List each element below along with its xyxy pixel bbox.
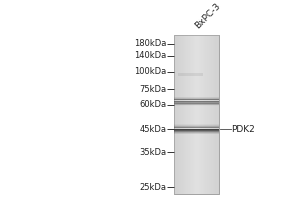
Bar [182,35,183,194]
Bar [174,102,219,103]
Bar [212,35,213,194]
Bar [183,35,184,194]
Bar [202,35,203,194]
Bar [213,35,214,194]
Text: 140kDa: 140kDa [134,51,166,60]
Bar [190,35,191,194]
Bar [201,35,202,194]
Text: 60kDa: 60kDa [139,100,167,109]
Bar [174,98,219,99]
Bar [174,125,219,126]
Bar [174,105,219,106]
Bar [194,35,195,194]
Bar [174,101,219,102]
Text: PDK2: PDK2 [231,125,254,134]
Text: 100kDa: 100kDa [134,67,166,76]
Bar [174,35,219,194]
Bar [216,35,217,194]
Bar [199,35,200,194]
Bar [195,35,196,194]
Bar [174,35,219,194]
Bar [192,35,193,194]
Bar [174,102,219,103]
Bar [218,35,219,194]
Bar [174,127,219,128]
Bar [174,130,219,131]
Bar [176,35,177,194]
Bar [174,99,219,100]
Bar [174,132,219,133]
Bar [174,97,219,98]
Bar [174,101,219,102]
Bar [178,73,203,76]
Bar [174,124,219,125]
Bar [174,129,219,130]
Bar [204,35,205,194]
Bar [179,35,181,194]
Bar [206,35,208,194]
Bar [200,35,201,194]
Bar [174,131,219,132]
Bar [174,126,219,127]
Bar [188,35,190,194]
Text: 180kDa: 180kDa [134,39,166,48]
Bar [197,35,199,194]
Bar [186,35,187,194]
Text: 45kDa: 45kDa [140,125,166,134]
Bar [174,103,219,104]
Bar [205,35,206,194]
Bar [208,35,210,194]
Bar [174,104,219,105]
Bar [193,35,194,194]
Bar [187,35,188,194]
Bar [196,35,197,194]
Bar [174,103,219,104]
Bar [210,35,211,194]
Bar [175,35,176,194]
Text: 35kDa: 35kDa [139,148,167,157]
Bar [184,35,185,194]
Bar [181,35,182,194]
Bar [177,35,178,194]
Bar [174,35,175,194]
Bar [214,35,215,194]
Bar [185,35,186,194]
Bar [174,133,219,134]
Bar [211,35,212,194]
Bar [215,35,216,194]
Bar [191,35,192,194]
Bar [203,35,204,194]
Text: BxPC-3: BxPC-3 [193,1,222,31]
Text: 75kDa: 75kDa [139,85,167,94]
Bar [178,35,179,194]
Text: 25kDa: 25kDa [140,183,166,192]
